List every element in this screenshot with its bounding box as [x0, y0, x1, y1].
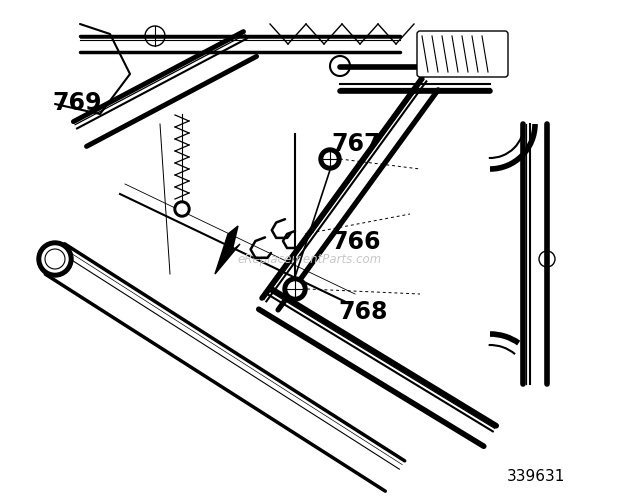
Circle shape: [288, 282, 302, 296]
Circle shape: [37, 241, 73, 277]
Circle shape: [319, 148, 341, 170]
Text: eReplacementParts.com: eReplacementParts.com: [238, 253, 382, 266]
Circle shape: [324, 153, 336, 165]
Circle shape: [283, 277, 307, 301]
Text: 766: 766: [332, 230, 381, 254]
Text: 768: 768: [338, 300, 388, 325]
Circle shape: [174, 201, 190, 217]
Polygon shape: [215, 226, 240, 274]
FancyBboxPatch shape: [417, 31, 508, 77]
Circle shape: [42, 246, 68, 272]
Circle shape: [177, 204, 187, 214]
Text: 769: 769: [53, 91, 102, 115]
Text: 767: 767: [332, 132, 381, 156]
Text: 339631: 339631: [507, 469, 565, 484]
